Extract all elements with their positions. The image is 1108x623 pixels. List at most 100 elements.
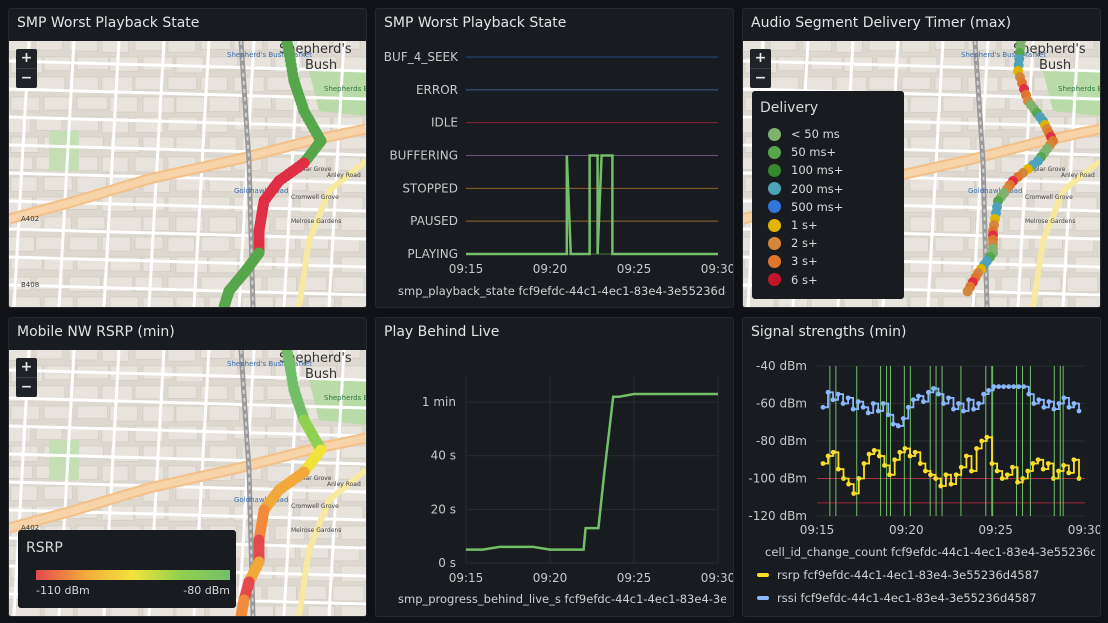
playback-state-chart[interactable]: PLAYING PAUSED STOPPED BUFFERING IDLE ERROR BU… bbox=[376, 9, 733, 307]
map-block bbox=[175, 405, 208, 422]
series-line bbox=[466, 392, 718, 551]
map-block bbox=[167, 116, 198, 132]
map-street bbox=[926, 41, 945, 307]
track-point bbox=[962, 286, 973, 297]
map-block bbox=[167, 41, 197, 53]
delivery-color-dot bbox=[768, 236, 781, 250]
map-label-poplar: Poplar Grove bbox=[293, 166, 332, 173]
map-view[interactable]: Shepherd's Bush Shepherd's Bush Market Shep… bbox=[9, 41, 366, 307]
map-street bbox=[9, 283, 366, 297]
map-label-shepherds: Shepherd's bbox=[279, 351, 352, 366]
map-block bbox=[332, 350, 361, 359]
map-label-goldhawk: Goldhawk Road bbox=[968, 187, 1022, 195]
map-block bbox=[233, 385, 265, 401]
map-block bbox=[35, 385, 66, 400]
legend-item[interactable]: smp_playback_state fcf9efdc-44c1-4ec1-83… bbox=[390, 284, 726, 298]
series-point bbox=[882, 462, 887, 468]
map-block bbox=[208, 96, 240, 112]
zoom-out-button[interactable]: − bbox=[750, 68, 771, 88]
delivery-label: 200 ms+ bbox=[791, 181, 844, 196]
map-block bbox=[167, 350, 197, 362]
map-block bbox=[142, 216, 170, 231]
y-axis-label: 1 min bbox=[422, 395, 456, 409]
panel-map-playback-state: SMP Worst Playback State Shepherd's Bush S… bbox=[8, 8, 367, 308]
map-block bbox=[134, 350, 165, 360]
zoom-in-button[interactable]: + bbox=[20, 50, 33, 66]
x-axis-label: 09:20 bbox=[533, 571, 568, 585]
map-block bbox=[934, 236, 965, 252]
map-block bbox=[167, 76, 198, 90]
series-point bbox=[851, 491, 857, 496]
map-block bbox=[967, 76, 999, 92]
series-point bbox=[971, 406, 976, 412]
map-block bbox=[43, 96, 72, 111]
series-point bbox=[835, 466, 841, 472]
legend-item[interactable]: rsrp fcf9efdc-44c1-4ec1-83e4-3e55236d458… bbox=[757, 568, 1039, 582]
map-view[interactable]: Shepherd's Bush Shepherd's Bush Market Shep… bbox=[743, 41, 1100, 307]
map-block bbox=[332, 585, 365, 602]
series-point bbox=[902, 446, 908, 451]
series-point bbox=[861, 461, 867, 466]
map-block bbox=[175, 445, 206, 459]
legend-label: rssi fcf9efdc-44c1-4ec1-83e4-3e55236d458… bbox=[777, 591, 1037, 605]
delivery-legend-item: 1 s+ bbox=[752, 216, 843, 234]
map-block bbox=[101, 41, 129, 53]
legend-item[interactable]: smp_progress_behind_live_s fcf9efdc-44c1… bbox=[390, 592, 726, 606]
series-point bbox=[846, 481, 851, 487]
series-point bbox=[996, 384, 1002, 390]
map-view[interactable]: Shepherd's Bush Shepherd's Bush Market Shep… bbox=[9, 350, 366, 616]
series-point bbox=[920, 399, 926, 405]
map-block bbox=[35, 76, 66, 91]
park-area bbox=[49, 131, 79, 171]
map-block bbox=[208, 136, 237, 152]
series-point bbox=[830, 397, 836, 403]
legend-item[interactable]: rssi fcf9efdc-44c1-4ec1-83e4-3e55236d458… bbox=[757, 591, 1037, 605]
zoom-in-button[interactable]: + bbox=[754, 50, 767, 66]
delivery-label: 100 ms+ bbox=[791, 163, 844, 178]
delivery-legend-item: 6 s+ bbox=[752, 271, 843, 289]
series-point bbox=[1036, 397, 1042, 403]
signal-strengths-chart[interactable]: -40 dBm-60 dBm-80 dBm-100 dBm-120 dBm09:… bbox=[743, 318, 1100, 616]
series-point bbox=[979, 438, 985, 444]
series-point bbox=[907, 453, 913, 459]
map-block bbox=[942, 296, 972, 307]
series-point bbox=[1041, 404, 1047, 410]
map-block bbox=[68, 276, 101, 292]
series-point bbox=[976, 401, 982, 406]
map-block bbox=[175, 136, 206, 150]
delivery-label: 3 s+ bbox=[791, 254, 818, 269]
map-block bbox=[134, 41, 165, 51]
map-street bbox=[9, 59, 366, 73]
map-block bbox=[101, 350, 129, 362]
y-axis-label: PLAYING bbox=[407, 247, 458, 261]
zoom-out-button[interactable]: − bbox=[16, 377, 37, 397]
map-block bbox=[208, 256, 238, 274]
map-street bbox=[237, 41, 256, 307]
map-block bbox=[208, 216, 237, 233]
series-point bbox=[941, 401, 946, 406]
y-axis-label: BUFFERING bbox=[389, 149, 458, 163]
y-axis-label: -80 dBm bbox=[756, 434, 807, 448]
y-axis-label: -120 dBm bbox=[748, 509, 807, 523]
map-block bbox=[208, 405, 240, 421]
delivery-label: 500 ms+ bbox=[791, 199, 844, 214]
x-axis-label: 09:25 bbox=[978, 523, 1013, 537]
panel-map-audio-delivery: Audio Segment Delivery Timer (max) Sheph… bbox=[742, 8, 1101, 308]
series-point bbox=[1004, 472, 1010, 478]
behind-live-chart[interactable]: 0 s 20 s 40 s 1 min 09:15 09:20 09:25 09:30 bbox=[376, 318, 733, 616]
legend-item[interactable]: cell_id_change_count fcf9efdc-44c1-4ec1-… bbox=[757, 545, 1095, 559]
map-block bbox=[101, 156, 129, 173]
panel-title: Audio Segment Delivery Timer (max) bbox=[751, 15, 1012, 31]
map-block bbox=[1000, 276, 1031, 292]
map-block bbox=[134, 236, 164, 250]
map-label-market: Shepherd's Bush Market bbox=[227, 360, 312, 368]
series-point bbox=[931, 386, 936, 391]
legend-label: smp_progress_behind_live_s fcf9efdc-44c1… bbox=[398, 592, 726, 606]
park-area bbox=[309, 69, 366, 116]
zoom-out-button[interactable]: − bbox=[16, 68, 37, 88]
map-street bbox=[327, 350, 346, 616]
series-point bbox=[1011, 384, 1017, 390]
zoom-in-button[interactable]: + bbox=[20, 359, 33, 375]
series-point bbox=[887, 472, 892, 478]
